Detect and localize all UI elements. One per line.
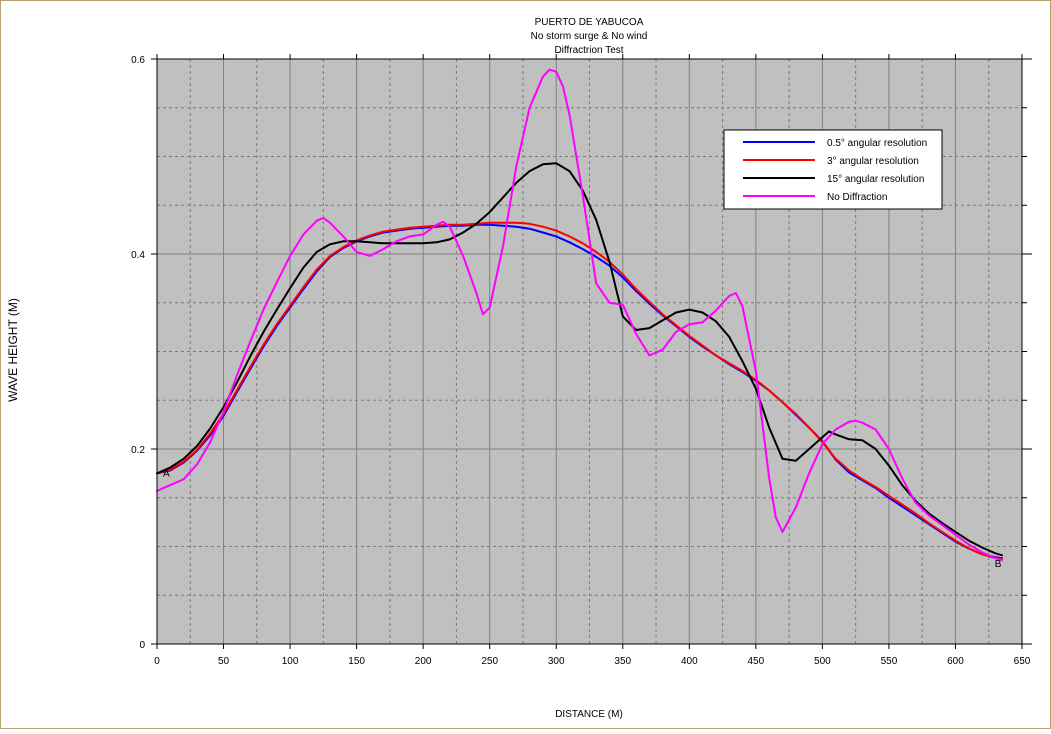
x-tick-label: 350 (614, 656, 631, 667)
x-tick-label: 100 (282, 656, 299, 667)
y-tick-label: 0.6 (131, 55, 145, 66)
series-line-3-angular-resolution (156, 221, 1003, 561)
y-tick-label: 0 (139, 640, 145, 651)
y-axis-label: WAVE HEIGHT (M) (6, 298, 20, 402)
y-tick-label: 0.2 (131, 445, 145, 456)
chart-title: PUERTO DE YABUCOA (535, 17, 644, 28)
annotation-label: B (995, 559, 1002, 570)
x-tick-label: 500 (814, 656, 831, 667)
x-tick-label: 450 (748, 656, 765, 667)
axis-ticks: 0 50 100 150 200 250 300 350 400 450 500 550 600 650 0… (131, 54, 1032, 667)
y-tick-label: 0.4 (131, 250, 145, 261)
legend-label: No Diffraction (827, 192, 887, 203)
legend-label: 15° angular resolution (827, 174, 924, 185)
chart-subtitle-2: Diffractrion Test (554, 45, 623, 56)
x-tick-label: 0 (154, 656, 160, 667)
series-lines (156, 68, 1003, 562)
x-tick-label: 50 (218, 656, 230, 667)
chart-subtitle-1: No storm surge & No wind (531, 31, 648, 42)
x-tick-label: 400 (681, 656, 698, 667)
legend-label: 3° angular resolution (827, 156, 919, 167)
legend-items: 0.5° angular resolution 3° angular resolu… (743, 138, 927, 203)
x-tick-label: 200 (415, 656, 432, 667)
x-tick-label: 650 (1014, 656, 1031, 667)
legend: 0.5° angular resolution 3° angular resolu… (723, 129, 943, 210)
annotation-label: A (163, 468, 170, 479)
x-tick-label: 300 (548, 656, 565, 667)
x-axis-label: DISTANCE (M) (555, 709, 623, 720)
x-tick-label: 550 (881, 656, 898, 667)
annotations: AB (163, 468, 1002, 570)
x-tick-label: 150 (348, 656, 365, 667)
x-tick-label: 600 (947, 656, 964, 667)
series-line-no-diffraction (156, 68, 1003, 562)
series-line-15-angular-resolution (156, 162, 1003, 557)
legend-label: 0.5° angular resolution (827, 138, 927, 149)
x-tick-label: 250 (481, 656, 498, 667)
